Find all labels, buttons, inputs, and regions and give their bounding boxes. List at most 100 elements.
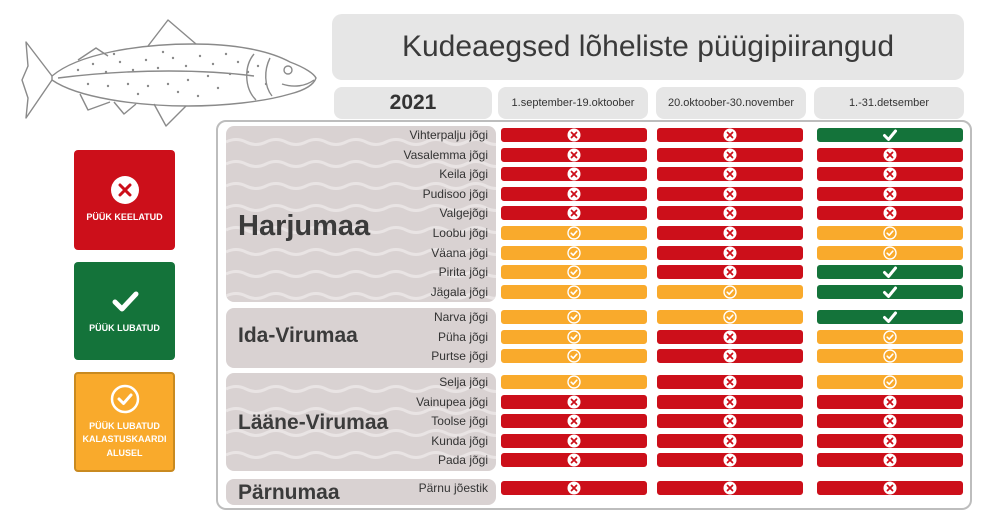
status-cell <box>656 393 804 410</box>
x-icon <box>723 206 737 220</box>
status-cell <box>816 127 964 143</box>
status-cell <box>500 393 648 410</box>
status-cell <box>656 374 804 390</box>
county-name: Pärnumaa <box>238 481 340 504</box>
status-cell <box>500 127 648 143</box>
check-circle-icon <box>567 329 581 344</box>
legend-allowed-label: PÜÜK LUBATUD <box>89 323 160 334</box>
x-icon <box>567 187 581 201</box>
x-icon <box>567 434 581 448</box>
check-circle-icon <box>567 285 581 299</box>
county-name: Harjumaa <box>238 210 371 242</box>
x-icon <box>723 434 737 448</box>
legend-allowed: PÜÜK LUBATUD <box>74 262 175 360</box>
status-cell <box>816 309 964 325</box>
check-circle-icon <box>723 285 737 299</box>
legend-forbidden: PÜÜK KEELATUD <box>74 150 175 250</box>
river-name: Purtse jõgi <box>431 349 488 364</box>
status-cell <box>816 205 964 222</box>
x-icon <box>723 395 737 409</box>
status-cell <box>500 205 648 222</box>
legend-card-label: PÜÜK LUBATUD KALASTUSKAARDI ALUSEL <box>82 420 167 458</box>
x-icon <box>723 167 737 181</box>
status-cell <box>656 146 804 163</box>
status-cell <box>816 264 964 281</box>
x-icon <box>723 148 737 162</box>
salmon-illustration <box>21 19 317 127</box>
status-cell <box>816 348 964 365</box>
status-cell <box>500 146 648 163</box>
check-circle-icon <box>567 349 581 363</box>
x-icon <box>883 148 897 162</box>
x-icon <box>723 330 737 344</box>
status-cell <box>500 480 648 496</box>
check-circle-icon <box>723 310 737 324</box>
check-circle-icon <box>883 329 897 344</box>
x-icon <box>883 187 897 201</box>
check-icon <box>883 129 897 141</box>
river-name: Vainupea jõgi <box>416 394 488 409</box>
status-cell <box>656 452 804 469</box>
status-cell <box>816 146 964 163</box>
check-icon <box>883 286 897 298</box>
x-icon <box>883 434 897 448</box>
wave-decoration <box>226 138 496 300</box>
period-header-1: 1.september-19.oktoober <box>498 87 648 119</box>
status-cell <box>816 166 964 183</box>
x-icon <box>567 395 581 409</box>
status-cell <box>656 225 804 241</box>
river-name: Püha jõgi <box>437 329 488 344</box>
status-cell <box>500 283 648 300</box>
x-icon <box>567 414 581 428</box>
river-name: Loobu jõgi <box>432 226 488 240</box>
status-cell <box>656 185 804 202</box>
title-banner: Kudeaegsed lõheliste püügipiirangud <box>332 14 964 80</box>
river-name: Toolse jõgi <box>431 414 488 429</box>
status-cell <box>656 127 804 143</box>
x-icon <box>723 128 737 142</box>
status-cell <box>656 264 804 281</box>
status-cell <box>656 283 804 300</box>
status-cell <box>500 432 648 449</box>
wave-decoration <box>226 385 496 459</box>
x-icon <box>723 414 737 428</box>
status-cell <box>656 348 804 365</box>
status-cell <box>500 264 648 281</box>
status-cell <box>656 166 804 183</box>
legend-card: PÜÜK LUBATUD KALASTUSKAARDI ALUSEL <box>74 372 175 472</box>
status-cell <box>656 432 804 449</box>
river-name: Pärnu jõestik <box>418 481 488 495</box>
x-icon <box>883 481 897 495</box>
check-circle-icon <box>567 375 581 389</box>
status-cell <box>816 480 964 496</box>
status-cell <box>656 309 804 325</box>
river-name: Selja jõgi <box>439 375 488 389</box>
x-icon <box>567 148 581 162</box>
x-icon <box>567 167 581 181</box>
check-icon <box>883 311 897 323</box>
check-icon <box>112 291 138 312</box>
county-name: Lääne-Virumaa <box>238 411 389 434</box>
check-circle-icon <box>567 310 581 324</box>
x-icon <box>723 481 737 495</box>
x-icon <box>883 453 897 467</box>
river-name: Vasalemma jõgi <box>403 147 488 162</box>
status-cell <box>816 432 964 449</box>
status-cell <box>816 374 964 390</box>
period-header-3: 1.-31.detsember <box>814 87 964 119</box>
x-icon <box>723 246 737 260</box>
county-block: Lääne-Virumaa Selja jõgi Vainupea jõgi Tool… <box>226 373 496 471</box>
status-cell <box>656 328 804 345</box>
status-cell <box>656 480 804 496</box>
river-name: Pada jõgi <box>437 453 488 468</box>
status-cell <box>500 225 648 241</box>
status-cell <box>500 413 648 430</box>
x-icon <box>567 481 581 495</box>
legend-forbidden-label: PÜÜK KEELATUD <box>86 212 163 223</box>
river-name: Pudisoo jõgi <box>422 186 488 201</box>
river-name: Kunda jõgi <box>431 433 488 448</box>
check-circle-icon <box>883 349 897 363</box>
x-icon <box>723 349 737 363</box>
status-cell <box>500 374 648 390</box>
status-cell <box>656 413 804 430</box>
